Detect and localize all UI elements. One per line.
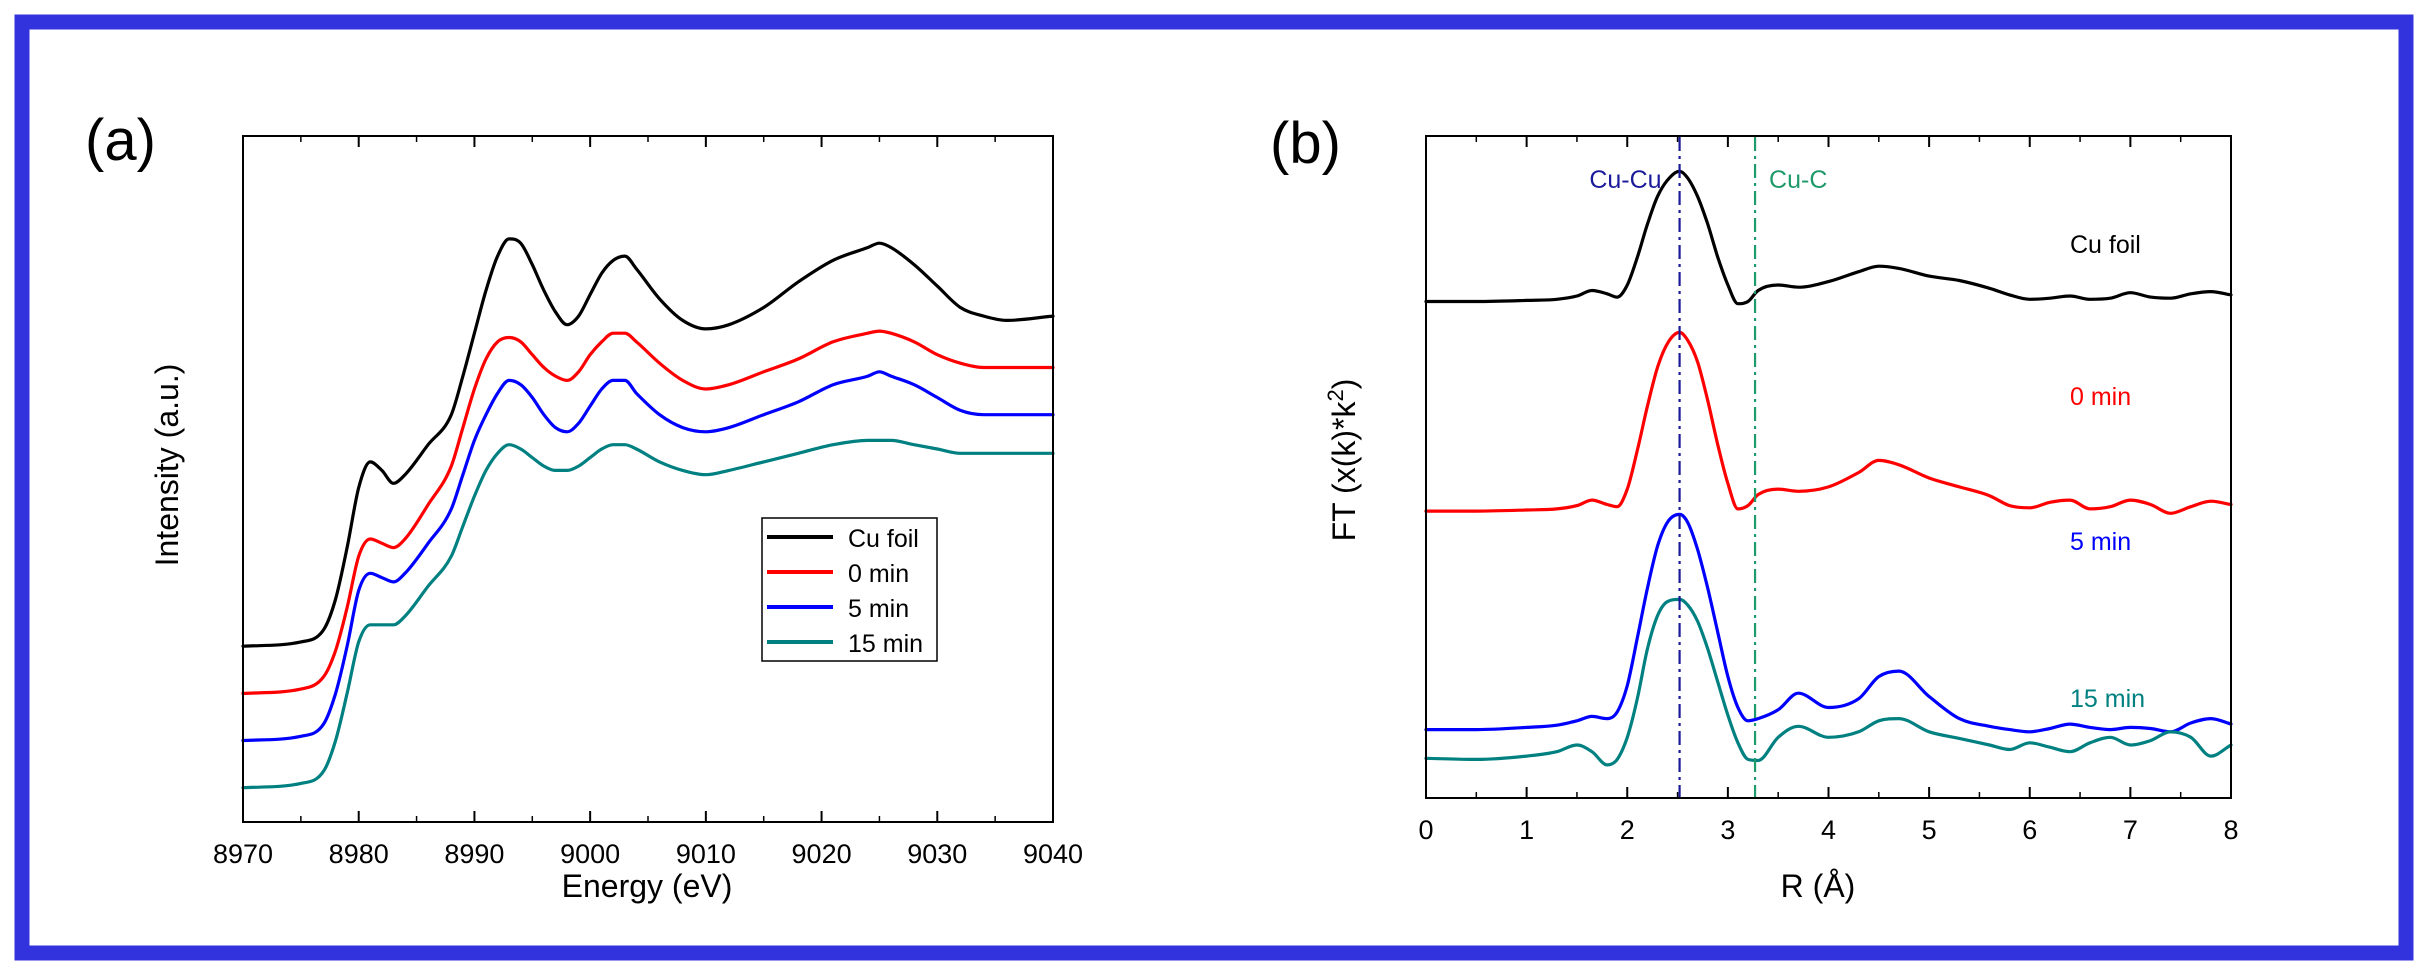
legend-box (761, 517, 938, 662)
series-line (1424, 597, 2233, 767)
legend-entries: Cu foil 0 min 5 min 15 min (767, 525, 923, 658)
legend-label: 5 min (848, 595, 909, 623)
x-tick-label: 5 (1922, 815, 1937, 845)
x-tick-label: 9040 (1023, 839, 1083, 869)
legend-label: Cu foil (848, 525, 919, 553)
x-tick-label: 9000 (560, 839, 620, 869)
series-line (241, 329, 1055, 695)
series-line (241, 370, 1055, 743)
x-tick-label: 8980 (329, 839, 389, 869)
panel-a-label: (a) (85, 108, 156, 173)
x-tick-label: 9010 (676, 839, 736, 869)
x-tick-label: 8990 (444, 839, 504, 869)
panel-a-y-axis-label: Intensity (a.u.) (149, 364, 185, 567)
x-tick-label: 8970 (213, 839, 273, 869)
legend-label: 15 min (848, 630, 923, 658)
x-tick-label: 8 (2223, 815, 2238, 845)
panel-b-x-ticks: 0 1 2 3 4 5 6 7 8 (1418, 136, 2239, 845)
panel-b-label: (b) (1270, 111, 1341, 176)
panel-b-x-axis-label: R (Å) (1781, 868, 1856, 904)
series-line (1424, 330, 2233, 515)
series-line (1424, 512, 2233, 734)
series-label: Cu foil (2070, 231, 2141, 259)
x-tick-label: 4 (1821, 815, 1836, 845)
x-tick-label: 1 (1519, 815, 1534, 845)
x-tick-label: 3 (1720, 815, 1735, 845)
x-tick-label: 2 (1620, 815, 1635, 845)
panel-a-legend: Cu foil 0 min 5 min 15 min (761, 517, 938, 662)
x-tick-label: 6 (2022, 815, 2037, 845)
x-tick-label: 7 (2123, 815, 2138, 845)
y-label-close: ) (1326, 379, 1362, 390)
panel-a-x-axis-label: Energy (eV) (562, 868, 733, 904)
panel-b-series-labels: Cu foil 0 min 5 min 15 min (2070, 231, 2145, 713)
reference-line-label: Cu-C (1769, 166, 1827, 194)
panel-a: (a) 8970 8980 8990 9000 9010 9020 9030 9040 Ene… (85, 108, 1083, 904)
legend-label: 0 min (848, 560, 909, 588)
x-tick-label: 9030 (907, 839, 967, 869)
x-tick-label: 0 (1418, 815, 1433, 845)
series-line (241, 237, 1055, 648)
panel-b-reference-lines: Cu-Cu Cu-C (1589, 137, 1827, 797)
y-label-superscript: 2 (1323, 389, 1348, 401)
panel-b-y-axis-label: FT (x(k)*k2) (1323, 379, 1362, 542)
x-tick-label: 9020 (792, 839, 852, 869)
series-label: 15 min (2070, 685, 2145, 713)
y-label-main: FT (x(k)*k (1326, 401, 1362, 542)
series-label: 0 min (2070, 383, 2131, 411)
panel-a-x-ticks: 8970 8980 8990 9000 9010 9020 9030 9040 (213, 136, 1083, 869)
figure-border (14, 14, 2414, 961)
panel-a-plot (241, 135, 1055, 823)
series-line (1424, 169, 2233, 306)
series-label: 5 min (2070, 528, 2131, 556)
series-line (241, 438, 1055, 790)
reference-line-label: Cu-Cu (1589, 166, 1661, 194)
